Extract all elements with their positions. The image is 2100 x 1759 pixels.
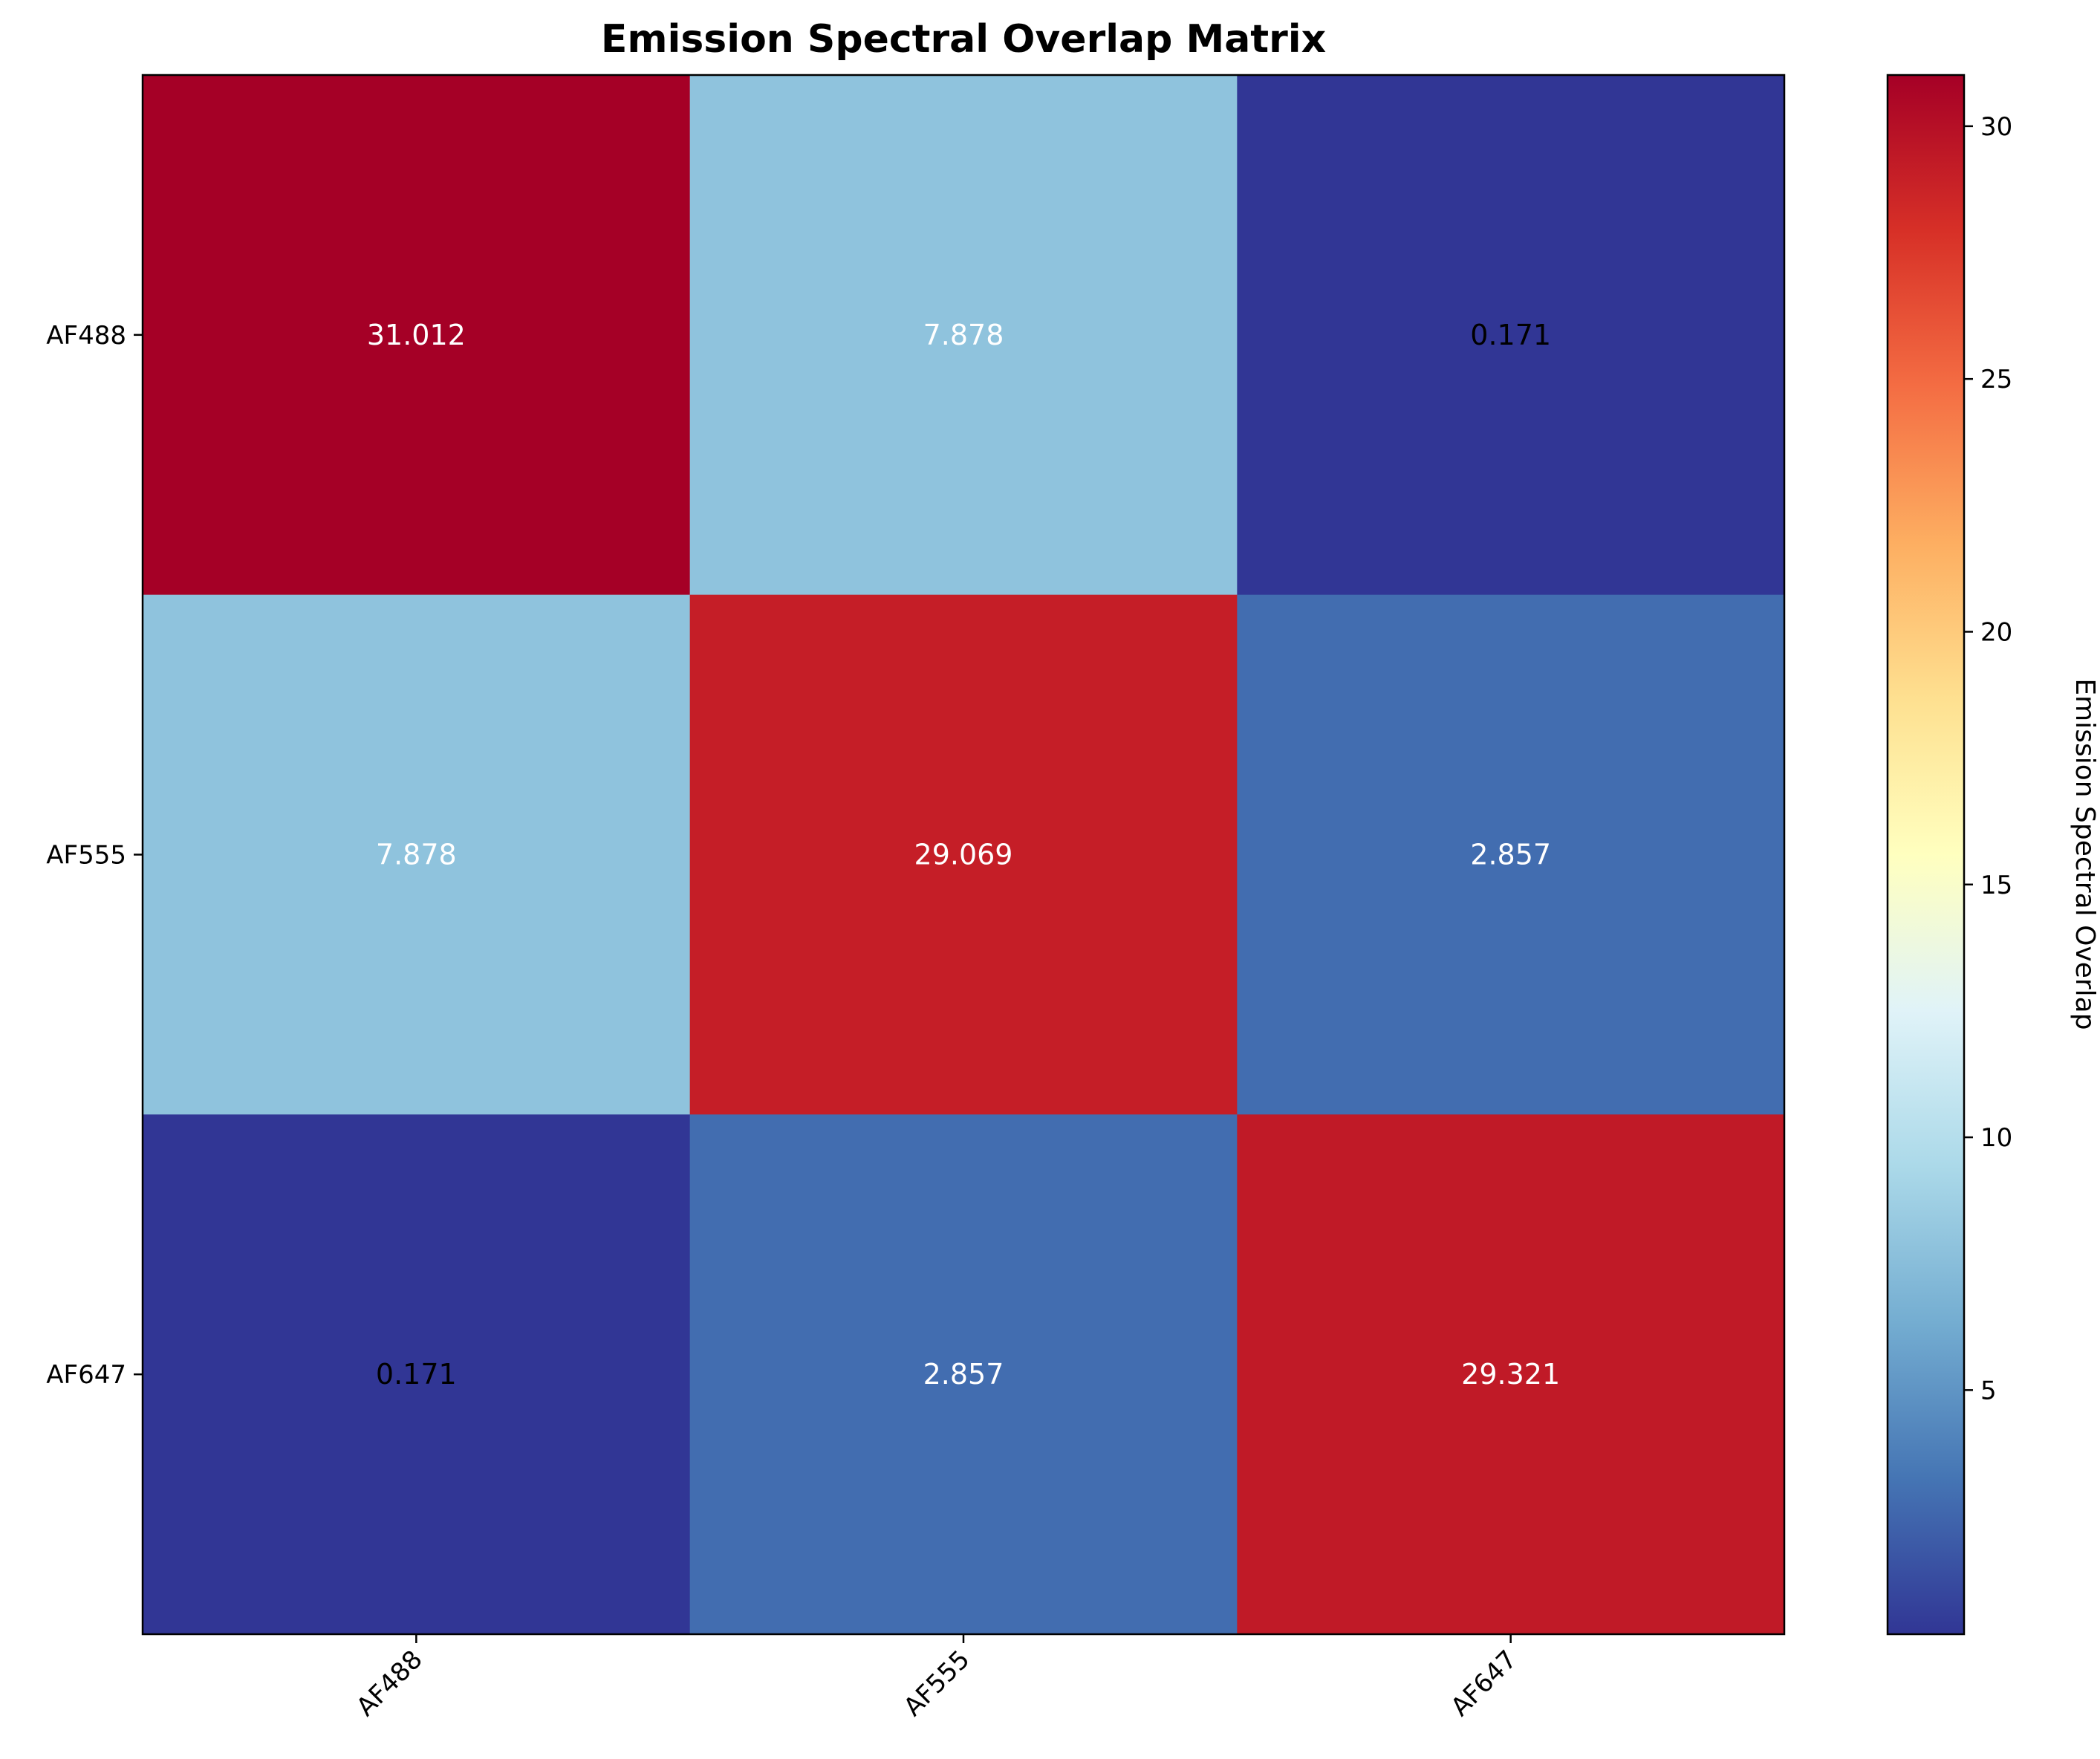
cell-value-label: 2.857 xyxy=(1470,839,1551,871)
cell-value-label: 7.878 xyxy=(923,319,1004,351)
colorbar-tick-label: 25 xyxy=(1980,365,2012,394)
colorbar-tick-label: 30 xyxy=(1980,112,2012,142)
x-tick-label: AF647 xyxy=(1446,1645,1523,1722)
colorbar-tick-label: 20 xyxy=(1980,617,2012,647)
heatmap-cell xyxy=(689,1114,1238,1635)
cell-value-label: 29.321 xyxy=(1461,1358,1560,1391)
y-axis: AF488 AF555 AF647 xyxy=(46,321,143,1390)
heatmap-cells: 31.012 7.878 0.171 7.878 29.069 2.857 0.171 2.8… xyxy=(143,75,1785,1635)
heatmap-cell xyxy=(143,1114,691,1635)
cell-value-label: 7.878 xyxy=(376,839,457,871)
y-tick-label: AF488 xyxy=(46,321,126,351)
cell-value-label: 29.069 xyxy=(914,839,1013,871)
colorbar-tick-label: 10 xyxy=(1980,1123,2012,1153)
y-tick-label: AF555 xyxy=(46,841,126,871)
heatmap-cell xyxy=(1237,1114,1785,1635)
heatmap-cell xyxy=(689,594,1238,1115)
heatmap-cell xyxy=(143,594,691,1115)
y-tick-label: AF647 xyxy=(46,1360,126,1390)
cell-value-label: 2.857 xyxy=(923,1358,1004,1391)
x-tick-label: AF555 xyxy=(898,1645,975,1722)
x-axis: AF488 AF555 AF647 xyxy=(351,1634,1523,1723)
x-tick-label: AF488 xyxy=(351,1645,428,1722)
colorbar xyxy=(1886,74,1966,1636)
heatmap-cell xyxy=(1237,594,1785,1115)
colorbar-tick-label: 5 xyxy=(1980,1376,1997,1405)
chart-title: Emission Spectral Overlap Matrix xyxy=(601,17,1326,62)
heatmap-cell xyxy=(143,75,691,596)
cell-value-label: 31.012 xyxy=(367,319,466,351)
heatmap-cell xyxy=(1237,75,1785,596)
heatmap-cell xyxy=(689,75,1238,596)
colorbar-label: Emission Spectral Overlap xyxy=(2070,678,2100,1030)
cell-value-label: 0.171 xyxy=(376,1358,457,1391)
cell-value-label: 0.171 xyxy=(1470,319,1551,351)
colorbar-ticks: 5 10 15 20 25 30 xyxy=(1964,112,2012,1405)
colorbar-tick-label: 15 xyxy=(1980,871,2012,900)
